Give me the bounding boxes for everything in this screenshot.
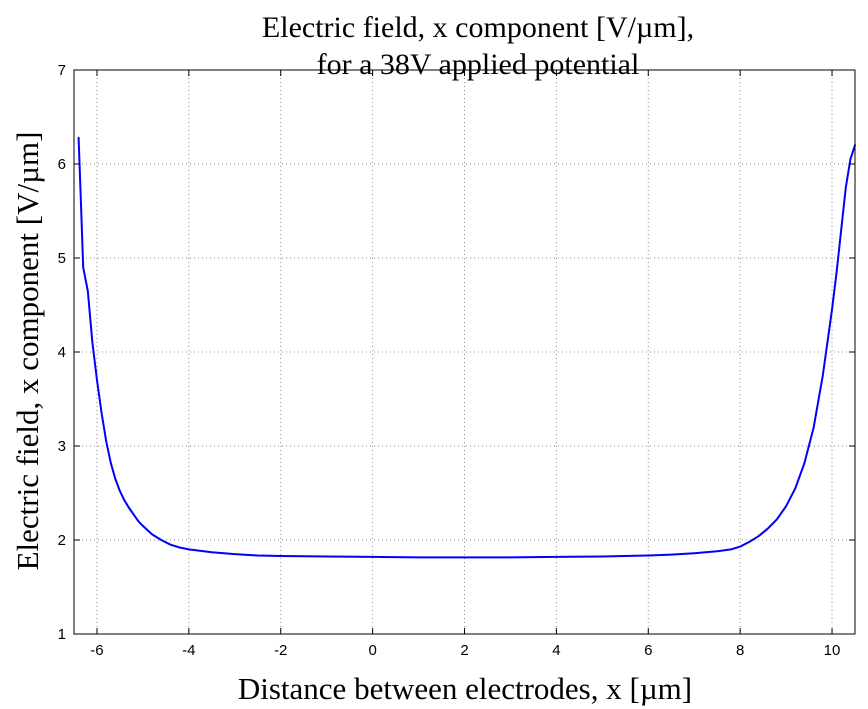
x-tick-label: -4 — [182, 642, 195, 659]
chart-title-line-2: for a 38V applied potential — [317, 48, 640, 81]
x-tick-label: -2 — [274, 642, 287, 659]
x-tick-label: 4 — [552, 642, 560, 659]
x-tick-label: 8 — [736, 642, 744, 659]
y-tick-label: 1 — [58, 626, 66, 643]
y-tick-label: 3 — [58, 438, 66, 455]
x-tick-label: 10 — [824, 642, 841, 659]
x-axis-label: Distance between electrodes, x [µm] — [238, 671, 692, 706]
x-tick-label: 6 — [644, 642, 652, 659]
y-tick-label: 6 — [58, 156, 66, 173]
x-tick-label: 2 — [460, 642, 468, 659]
y-tick-label: 5 — [58, 250, 66, 267]
y-tick-label: 4 — [58, 344, 66, 361]
y-tick-label: 2 — [58, 532, 66, 549]
chart-title-line-1: Electric field, x component [V/µm], — [262, 11, 694, 44]
x-tick-label: -6 — [90, 642, 103, 659]
x-tick-label: 0 — [368, 642, 376, 659]
y-axis-label: Electric field, x component [V/µm] — [10, 132, 45, 571]
y-tick-label: 7 — [58, 62, 66, 79]
